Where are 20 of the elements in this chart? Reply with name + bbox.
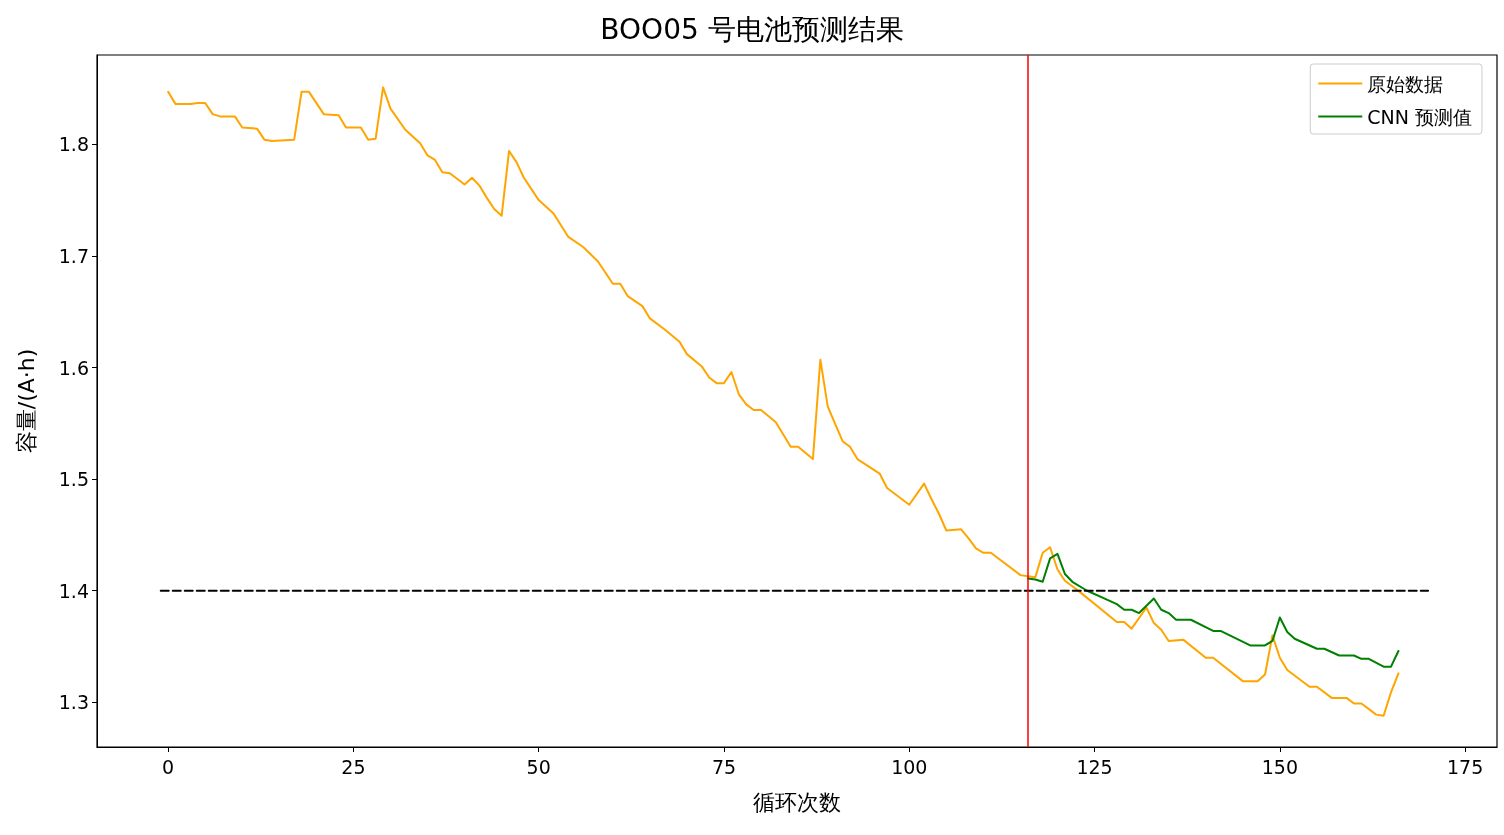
x-tick-label: 150 [1261, 755, 1298, 778]
x-tick-label: 125 [1076, 755, 1113, 778]
legend-label: 原始数据 [1367, 72, 1444, 95]
x-tick-label: 25 [341, 755, 366, 778]
x-tick-label: 0 [162, 755, 175, 778]
y-tick-label: 1.6 [58, 356, 89, 379]
x-axis-title: 循环次数 [753, 789, 841, 815]
x-tick-label: 175 [1447, 755, 1484, 778]
y-tick-label: 1.4 [58, 579, 89, 602]
y-axis-title: 容量/(A·h) [13, 348, 39, 454]
x-tick-label: 100 [891, 755, 928, 778]
y-tick-label: 1.7 [58, 244, 89, 267]
y-tick-label: 1.8 [58, 133, 89, 156]
x-tick-label: 50 [526, 755, 551, 778]
legend-label: CNN 预测值 [1367, 105, 1472, 128]
x-tick-label: 75 [711, 755, 737, 778]
chart-title: BOO05 号电池预测结果 [600, 12, 904, 46]
y-tick-label: 1.3 [58, 691, 89, 714]
y-tick-label: 1.5 [58, 468, 89, 491]
line-series [1026, 552, 1400, 668]
